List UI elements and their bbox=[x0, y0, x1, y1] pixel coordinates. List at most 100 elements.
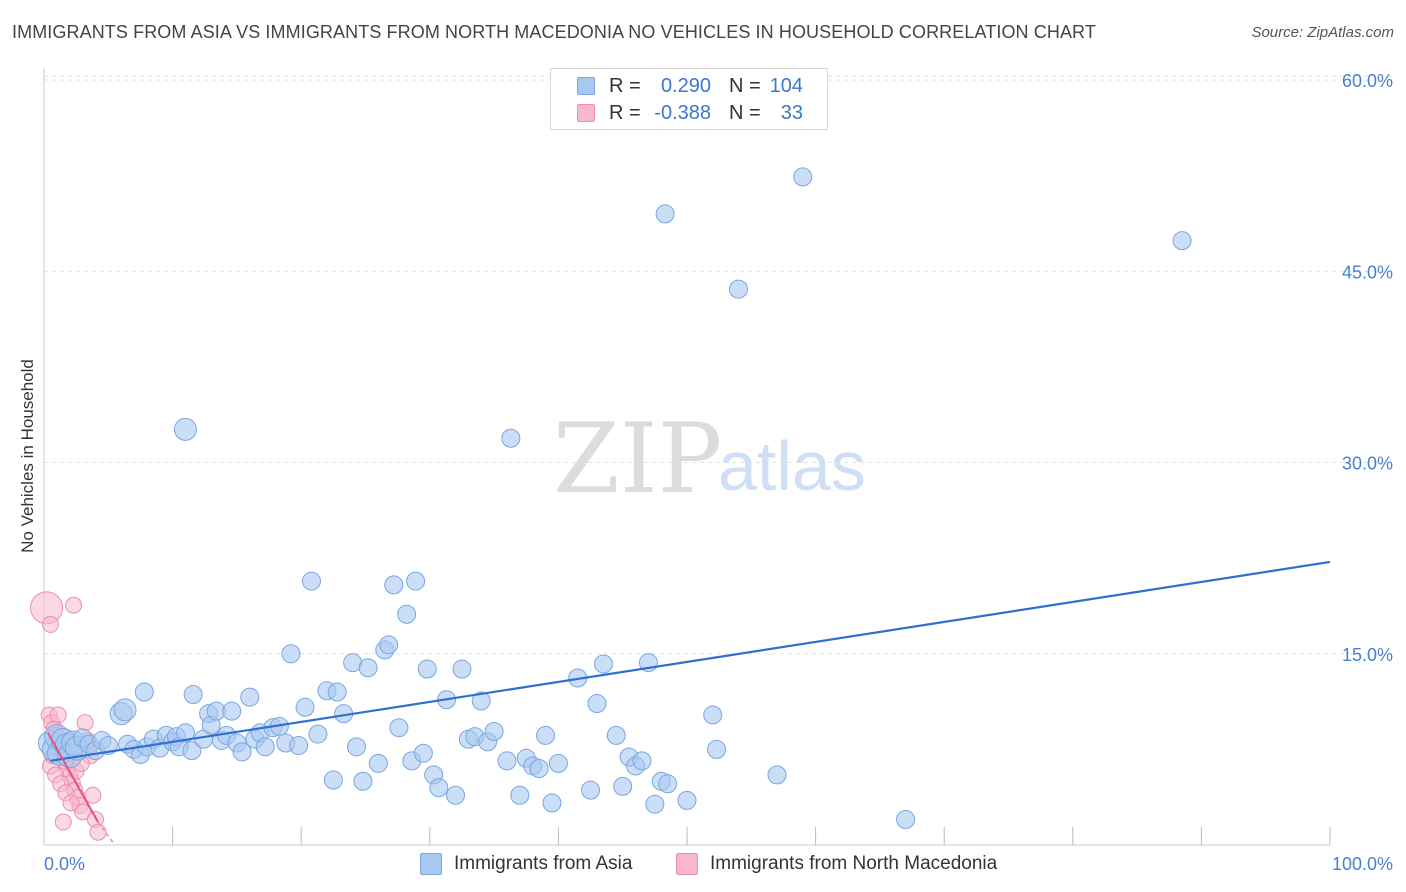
data-point-asia bbox=[368, 753, 388, 773]
data-point-asia bbox=[707, 739, 727, 759]
legend-n-label: N = bbox=[729, 75, 761, 97]
y-axis-label: No Vehicles in Household bbox=[18, 359, 37, 553]
data-point-north-macedonia bbox=[76, 714, 94, 732]
data-point-asia bbox=[358, 658, 378, 678]
data-point-asia bbox=[497, 751, 517, 771]
data-point-north-macedonia bbox=[89, 823, 107, 841]
trend-line-north-macedonia bbox=[46, 732, 99, 823]
data-point-asia bbox=[134, 682, 154, 702]
data-point-asia bbox=[658, 774, 678, 794]
data-point-asia bbox=[113, 698, 137, 722]
trend-lines bbox=[46, 560, 1331, 846]
data-point-asia bbox=[389, 718, 409, 738]
correlation-legend: R = 0.290 N = 104 R = -0.388 N = 33 bbox=[550, 68, 828, 130]
data-point-asia bbox=[548, 753, 568, 773]
data-point-north-macedonia bbox=[84, 786, 102, 804]
data-point-asia bbox=[677, 790, 697, 810]
data-point-asia bbox=[353, 771, 373, 791]
data-point-asia bbox=[379, 635, 399, 655]
data-point-asia bbox=[182, 741, 202, 761]
data-point-asia bbox=[593, 654, 613, 674]
data-point-asia bbox=[289, 736, 309, 756]
legend-n-value: 104 bbox=[769, 75, 803, 97]
x-tick-label: 100.0% bbox=[1332, 854, 1393, 874]
data-point-asia bbox=[793, 167, 813, 187]
legend-swatch-north-macedonia bbox=[676, 853, 698, 875]
data-point-north-macedonia bbox=[41, 615, 59, 633]
data-point-asia bbox=[255, 737, 275, 757]
legend-label-north-macedonia: Immigrants from North Macedonia bbox=[710, 853, 998, 874]
watermark: ZIP atlas bbox=[553, 403, 866, 515]
data-point-asia bbox=[536, 725, 556, 745]
data-point-asia bbox=[728, 279, 748, 299]
data-point-asia bbox=[510, 785, 530, 805]
data-point-asia bbox=[446, 785, 466, 805]
data-point-asia bbox=[471, 691, 491, 711]
y-tick-label: 15.0% bbox=[1342, 645, 1393, 665]
data-point-asia bbox=[703, 705, 723, 725]
data-point-asia bbox=[183, 685, 203, 705]
legend-n-value: 33 bbox=[780, 102, 803, 124]
data-point-north-macedonia bbox=[74, 803, 92, 821]
data-point-asia bbox=[767, 765, 787, 785]
data-point-asia bbox=[581, 780, 601, 800]
data-point-north-macedonia bbox=[54, 813, 72, 831]
data-point-north-macedonia bbox=[65, 596, 83, 614]
data-point-asia bbox=[175, 723, 195, 743]
data-point-asia bbox=[384, 575, 404, 595]
data-point-asia bbox=[501, 428, 521, 448]
data-point-asia bbox=[542, 793, 562, 813]
data-point-asia bbox=[173, 417, 197, 441]
data-point-north-macedonia bbox=[62, 794, 80, 812]
series-asia bbox=[37, 167, 1192, 829]
data-point-asia bbox=[613, 776, 633, 796]
data-point-asia bbox=[896, 810, 916, 829]
data-point-asia bbox=[323, 770, 343, 790]
y-tick-label: 30.0% bbox=[1342, 454, 1393, 474]
data-point-asia bbox=[413, 743, 433, 763]
legend-r-label: R = bbox=[609, 75, 641, 97]
y-tick-label: 45.0% bbox=[1342, 262, 1393, 282]
chart-title: IMMIGRANTS FROM ASIA VS IMMIGRANTS FROM … bbox=[12, 22, 1096, 42]
legend-r-value: -0.388 bbox=[654, 102, 711, 124]
data-point-asia bbox=[327, 682, 347, 702]
data-point-asia bbox=[232, 742, 252, 762]
data-point-asia bbox=[295, 697, 315, 717]
data-point-asia bbox=[484, 722, 504, 742]
data-point-asia bbox=[406, 571, 426, 591]
data-point-asia bbox=[452, 659, 472, 679]
x-tick-label: 0.0% bbox=[44, 854, 85, 874]
watermark-atlas: atlas bbox=[718, 427, 866, 505]
data-point-north-macedonia bbox=[49, 706, 67, 724]
trend-line-asia bbox=[50, 560, 1331, 762]
data-point-asia bbox=[429, 778, 449, 798]
data-point-asia bbox=[645, 794, 665, 814]
legend-label-asia: Immigrants from Asia bbox=[454, 853, 633, 874]
legend-row-asia: R = 0.290 N = 104 bbox=[551, 75, 827, 99]
data-point-asia bbox=[606, 725, 626, 745]
legend-swatch-asia bbox=[577, 77, 595, 95]
data-point-asia bbox=[301, 571, 321, 591]
data-point-asia bbox=[417, 659, 437, 679]
legend-r-value: 0.290 bbox=[660, 75, 711, 97]
data-point-asia bbox=[632, 751, 652, 771]
tick-labels: 15.0% 30.0% 45.0% 60.0% 0.0% 100.0% bbox=[44, 71, 1393, 874]
data-point-asia bbox=[308, 724, 328, 744]
data-point-asia bbox=[529, 759, 549, 778]
legend-row-north-macedonia: R = -0.388 N = 33 bbox=[551, 102, 827, 126]
data-point-asia bbox=[655, 204, 675, 224]
gridlines bbox=[44, 75, 1392, 655]
data-point-asia bbox=[1172, 231, 1192, 251]
legend-r-label: R = bbox=[609, 102, 641, 124]
legend-swatch-asia bbox=[420, 853, 442, 875]
chart-source: Source: ZipAtlas.com bbox=[1251, 24, 1394, 41]
trend-line-north-macedonia-extension bbox=[97, 821, 116, 846]
legend-n-label: N = bbox=[729, 102, 761, 124]
data-point-asia bbox=[587, 693, 607, 713]
legend-swatch-north-macedonia bbox=[577, 104, 595, 122]
watermark-zip: ZIP bbox=[553, 403, 722, 515]
data-point-asia bbox=[240, 687, 260, 707]
data-point-asia bbox=[222, 701, 242, 721]
data-point-asia bbox=[346, 737, 366, 757]
